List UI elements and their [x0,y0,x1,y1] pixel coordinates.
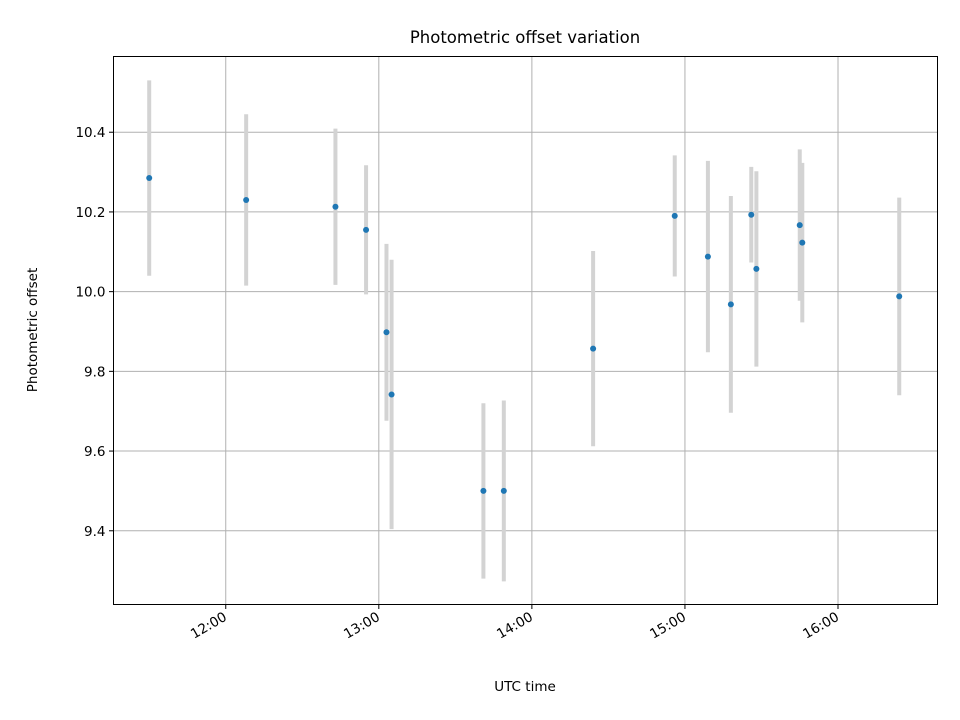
data-points [146,175,903,494]
x-tick-label: 15:00 [647,609,689,642]
x-tick-label: 16:00 [800,609,842,642]
data-point [796,222,803,229]
x-tick-label: 12:00 [188,609,230,642]
data-point [500,487,507,494]
chart-title: Photometric offset variation [410,28,640,47]
data-point [799,239,806,246]
y-tick-label: 9.8 [84,364,105,380]
data-point [727,301,734,308]
x-tick-label: 13:00 [341,609,383,642]
data-point [332,203,339,210]
data-point [704,253,711,260]
data-point [590,345,597,352]
y-tick-label: 9.4 [84,524,105,540]
data-point [383,329,390,336]
data-point [363,226,370,233]
y-axis-label: Photometric offset [25,268,41,392]
x-axis-label: UTC time [494,679,556,695]
y-tick-label: 9.6 [84,444,105,460]
data-point [748,211,755,218]
data-point [243,196,250,203]
grid [113,56,938,605]
y-tick-label: 10.2 [75,205,105,221]
data-point [753,265,760,272]
y-tick-label: 10.0 [75,285,105,301]
data-point [388,391,395,398]
x-tick-label: 14:00 [494,609,536,642]
data-point [671,212,678,219]
plot-frame [113,56,938,605]
data-point [896,293,903,300]
x-axis-ticks: 12:00 13:00 14:00 15:00 16:00 [188,604,842,642]
data-point [480,487,487,494]
error-bars [147,80,902,582]
y-axis-ticks: 9.4 9.6 9.8 10.0 10.2 10.4 [75,125,114,540]
data-point [146,175,153,182]
y-tick-label: 10.4 [75,125,105,141]
